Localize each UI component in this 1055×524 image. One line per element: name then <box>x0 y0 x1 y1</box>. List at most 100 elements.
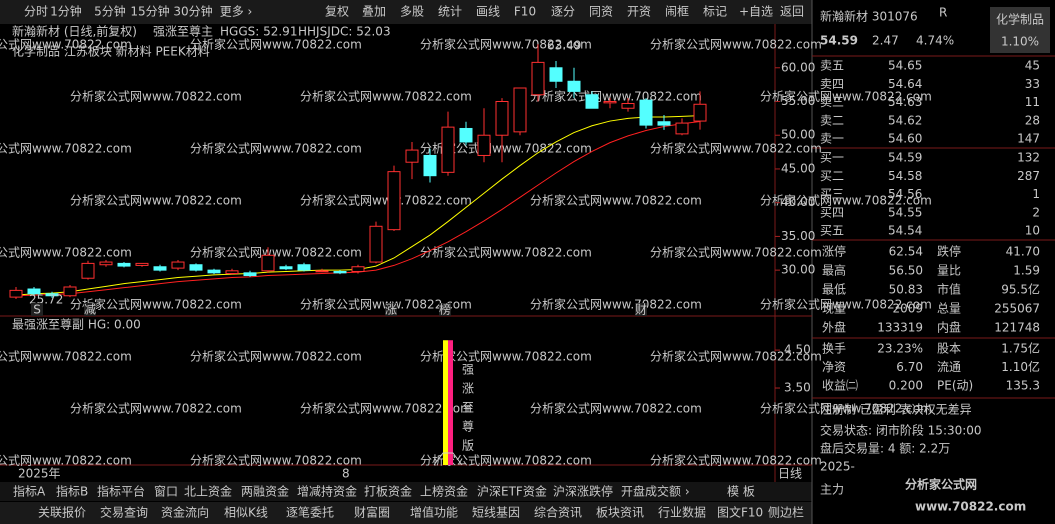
tab[interactable]: 增减持资金 <box>297 484 357 499</box>
bottom-button[interactable]: 板块资讯 <box>596 506 644 520</box>
quote-name: 新瀚新材 301076 <box>820 9 918 24</box>
stat-label: 涨停 <box>822 244 846 259</box>
tool-button[interactable]: +自选 <box>739 5 773 19</box>
event-marker: 涨 <box>385 302 397 317</box>
tool-button[interactable]: 逐分 <box>551 5 575 19</box>
book-volume: 132 <box>1017 151 1040 165</box>
watermark: 分析家公式网www.70822.com <box>530 297 702 312</box>
period-button[interactable]: 1分钟 <box>50 4 82 19</box>
book-label: 卖一 <box>820 132 844 146</box>
stock-title: 新瀚新材 (日线,前复权) <box>12 24 137 39</box>
info-line: 注册制 已盈利 表决权无差异 <box>820 402 972 417</box>
watermark: 分析家公式网www.70822.com <box>0 141 132 156</box>
bottom-button[interactable]: 交易查询 <box>100 505 148 520</box>
watermark: 分析家公式网www.70822.com <box>650 37 822 52</box>
stat-value: 41.70 <box>1006 245 1040 259</box>
tab[interactable]: 两融资金 <box>241 484 289 499</box>
y-tick-label: 50.00 <box>781 128 815 142</box>
period-button[interactable]: 15分钟 <box>130 4 169 19</box>
tab[interactable]: 打板资金 <box>364 484 412 499</box>
tool-button[interactable]: 开资 <box>627 5 651 19</box>
tab[interactable]: 窗口 <box>154 485 178 499</box>
tool-button[interactable]: 统计 <box>438 5 462 19</box>
watermark: 分析家公式网www.70822.com <box>70 193 242 208</box>
stat-label: 最高 <box>822 263 846 278</box>
indicator-name: 强涨至尊主 <box>153 24 213 39</box>
marker-bg <box>635 303 647 316</box>
stat-value: 50.83 <box>889 283 923 297</box>
bottom-button[interactable]: 综合资讯 <box>534 505 582 520</box>
logo-title: 分析家公式网 <box>905 477 977 492</box>
stat-label: 换手 <box>822 342 846 356</box>
tool-button[interactable]: 返回 <box>780 5 804 19</box>
tool-button[interactable]: 叠加 <box>362 5 386 19</box>
signal-base <box>433 452 463 466</box>
tab[interactable]: 指标B <box>56 484 88 499</box>
watermark: 分析家公式网www.70822.com <box>300 89 472 104</box>
tool-button[interactable]: 复权 <box>325 5 349 19</box>
quote-price: 54.59 <box>820 34 858 48</box>
tab[interactable]: 指标A <box>13 484 46 499</box>
tab[interactable]: 开盘成交额 › <box>621 484 690 499</box>
candle-body <box>333 270 347 274</box>
period-button[interactable]: 分时 <box>24 5 48 19</box>
tab[interactable]: 模 板 <box>727 485 755 499</box>
watermark: 分析家公式网www.70822.com <box>530 193 702 208</box>
period-button[interactable]: 30分钟 <box>173 4 212 19</box>
tab[interactable]: 上榜资金 <box>420 484 468 499</box>
stat-label: 收益㈡ <box>822 379 858 393</box>
candle-body <box>693 103 707 122</box>
candle-body <box>657 121 671 126</box>
stat-value: 23.23% <box>877 342 923 356</box>
sub-title: 最强涨至尊副 HG: 0.00 <box>12 317 141 332</box>
tool-button[interactable]: 闹框 <box>665 5 689 19</box>
x-label: 2025年 <box>18 467 61 481</box>
tab[interactable]: 北上资金 <box>184 484 232 499</box>
period-button[interactable]: 5分钟 <box>94 4 126 19</box>
tab[interactable]: 指标平台 <box>97 484 145 499</box>
book-price: 54.60 <box>888 132 922 146</box>
bottom-button[interactable]: 侧边栏 <box>768 505 804 520</box>
stat-label: 流通 <box>937 360 961 374</box>
bottom-button[interactable]: 短线基因 <box>472 506 520 520</box>
tool-button[interactable]: 多股 <box>400 5 424 19</box>
watermark: 分析家公式网www.70822.com <box>760 297 932 312</box>
bottom-button[interactable]: 资金流向 <box>161 505 209 520</box>
candle-body <box>531 61 545 96</box>
tab[interactable]: 沪深ETF资金 <box>477 484 547 499</box>
marker-bg <box>439 303 451 316</box>
tab[interactable]: 沪深涨跌停 <box>553 484 613 499</box>
watermark: 分析家公式网www.70822.com <box>300 193 472 208</box>
candle-body <box>423 154 437 177</box>
stat-value: 6.70 <box>896 360 923 374</box>
tool-button[interactable]: 标记 <box>703 5 727 19</box>
stat-value: 1.10亿 <box>1001 359 1040 374</box>
bottom-button[interactable]: 增值功能 <box>410 505 458 520</box>
watermark: 分析家公式网www.70822.com <box>190 349 362 364</box>
bottom-button[interactable]: 财富圈 <box>354 505 390 520</box>
book-volume: 33 <box>1025 77 1040 91</box>
period-button[interactable]: 更多 › <box>220 5 253 19</box>
tool-button[interactable]: 同资 <box>589 5 613 19</box>
bottom-button[interactable]: 行业数据 <box>658 505 706 520</box>
stat-value: 135.3 <box>1006 379 1040 393</box>
quote-sector-change: 1.10% <box>1001 35 1039 49</box>
watermark: 分析家公式网www.70822.com <box>760 401 932 416</box>
stat-label: 量比 <box>937 264 961 278</box>
high-label: 63.49 <box>547 39 581 53</box>
sectors: 化学制品 江苏板块 新材料 PEEK材料 <box>12 44 210 59</box>
bottom-button[interactable]: 相似K线 <box>224 506 268 520</box>
marker-bg <box>31 303 43 316</box>
bottom-button[interactable]: 图文F10 <box>717 505 763 520</box>
watermark: 分析家公式网www.70822.com <box>760 193 932 208</box>
stat-label: 跌停 <box>937 244 961 259</box>
tool-button[interactable]: 画线 <box>476 5 500 19</box>
y-tick-label: 35.00 <box>781 229 815 243</box>
stat-value: 56.50 <box>889 264 923 278</box>
candle-body <box>495 101 509 136</box>
tool-button[interactable]: F10 <box>514 5 536 19</box>
candle-body <box>171 261 185 269</box>
bottom-button[interactable]: 关联报价 <box>38 505 86 520</box>
bottom-button[interactable]: 逐笔委托 <box>286 505 334 520</box>
candle-body <box>405 149 419 163</box>
